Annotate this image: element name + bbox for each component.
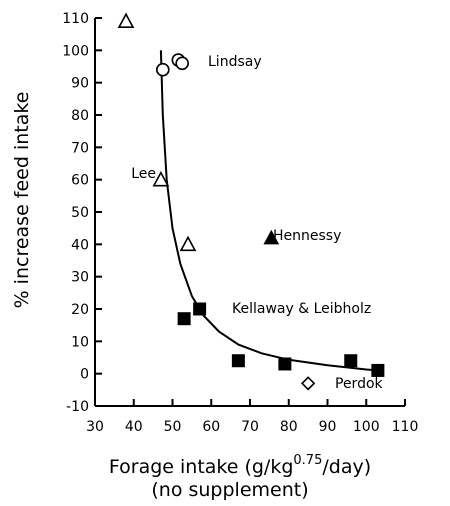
series-lee — [117, 12, 197, 252]
x-tick-label: 60 — [202, 419, 220, 435]
filled-square-marker — [278, 357, 292, 371]
y-tick-label: -10 — [66, 399, 89, 415]
y-tick-label: 70 — [71, 140, 89, 156]
filled-square-marker — [177, 312, 191, 326]
x-axis-label: Forage intake (g/kg0.75/day) — [109, 453, 371, 478]
y-tick-label: 0 — [80, 367, 89, 383]
x-tick-label: 40 — [125, 419, 143, 435]
x-tick-label: 80 — [280, 419, 298, 435]
x-tick-label: 70 — [241, 419, 259, 435]
x-axis-label-end: /day) — [322, 456, 371, 478]
x-tick-label: 30 — [86, 419, 104, 435]
open-triangle-marker — [117, 12, 135, 29]
x-axis-label-main: Forage intake (g/kg — [109, 456, 294, 478]
filled-square-marker — [231, 354, 245, 368]
x-tick-label: 50 — [164, 419, 182, 435]
series-perdok — [300, 376, 316, 391]
x-axis-label-sup: 0.75 — [293, 453, 322, 468]
y-tick-label: 50 — [71, 205, 89, 221]
x-tick-label: 90 — [319, 419, 337, 435]
y-tick-label: 20 — [71, 302, 89, 318]
open-triangle-marker — [179, 235, 197, 252]
x-tick-label: 100 — [353, 419, 380, 435]
x-axis-label-line2: (no supplement) — [151, 479, 308, 501]
y-tick-label: 100 — [62, 43, 89, 59]
axes — [94, 18, 405, 407]
filled-square-marker — [371, 363, 385, 377]
annotation-label: Perdok — [335, 376, 384, 392]
filled-square-marker — [344, 354, 358, 368]
filled-square-marker — [193, 302, 207, 316]
series-hennessy — [263, 229, 280, 245]
y-tick-label: 110 — [62, 11, 89, 27]
y-tick-label: 60 — [71, 173, 89, 189]
open-circle-marker — [175, 56, 189, 71]
y-tick-label: 10 — [71, 334, 89, 350]
series-kellaway-leibholz — [177, 302, 385, 377]
annotation-label: Lindsay — [208, 54, 262, 70]
y-tick-label: 30 — [71, 270, 89, 286]
series-lindsay — [156, 53, 189, 77]
y-axis-label: % increase feed intake — [11, 92, 33, 309]
tick-marks — [94, 17, 406, 407]
tick-labels: -10 0 10 20 30 40 50 60 70 80 90 100 110 30 40 50 60 70 80… — [62, 11, 418, 435]
fitted-curve — [159, 50, 378, 372]
annotation-label: Hennessy — [273, 228, 341, 244]
y-tick-label: 40 — [71, 237, 89, 253]
annotations: Lindsay Lee Hennessy Kellaway & Leibholz Per… — [131, 54, 383, 392]
annotation-label: Lee — [131, 166, 156, 182]
y-tick-label: 80 — [71, 108, 89, 124]
data-points — [117, 12, 385, 391]
annotation-label: Kellaway & Leibholz — [232, 301, 371, 317]
open-circle-marker — [156, 62, 170, 77]
open-triangle-marker — [152, 170, 170, 187]
filled-triangle-marker — [263, 229, 280, 245]
open-diamond-marker — [300, 376, 316, 391]
y-tick-label: 90 — [71, 76, 89, 92]
x-tick-label: 110 — [392, 419, 419, 435]
